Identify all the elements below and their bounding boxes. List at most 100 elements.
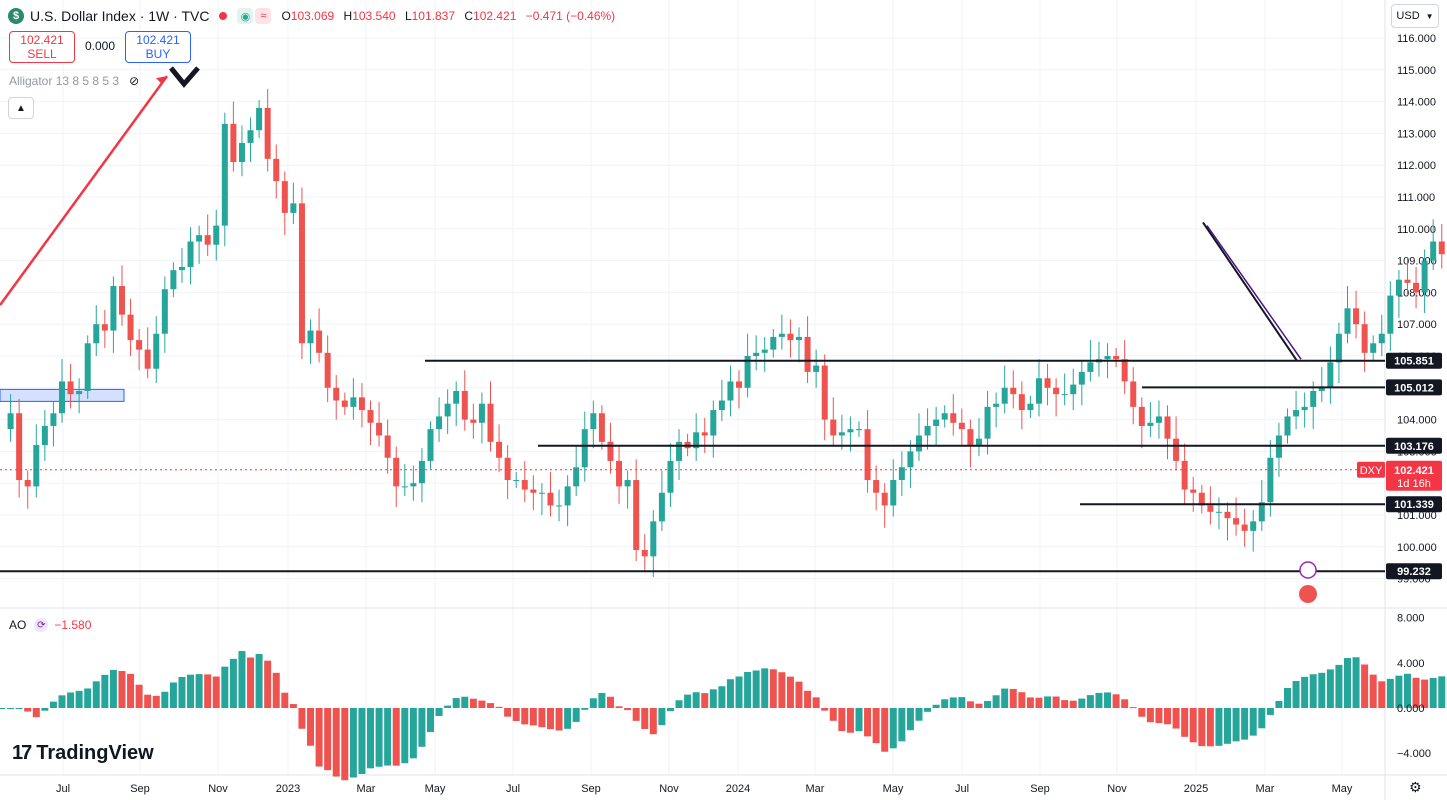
candle [444,389,451,434]
ao-bar [735,676,743,708]
candle-body [436,416,443,430]
buy-button[interactable]: 102.421 BUY [125,31,191,63]
ao-legend[interactable]: AO ⟳ −1.580 [9,618,91,632]
candle-body [616,460,623,487]
candle-body [1147,422,1154,426]
candle [598,405,605,450]
candle [907,440,914,488]
candle-body [418,460,425,484]
ao-bar [135,684,143,708]
trade-panel: 102.421 SELL 0.000 102.421 BUY [9,31,191,63]
candle-body [993,403,1000,407]
ao-bar [1001,688,1009,708]
ao-bar [1172,708,1180,729]
candle-body [153,333,160,369]
ao-bar [709,689,717,708]
symbol-title[interactable]: U.S. Dollar Index · 1W · TVC [30,8,210,24]
ao-bar [109,669,117,708]
candle-body [427,429,434,461]
candle-body [144,349,151,369]
ao-bar [649,708,657,735]
candle-body [1181,460,1188,490]
candle-body [1061,394,1068,396]
ao-bar [701,693,709,708]
candle-body [770,336,777,350]
candle [1404,259,1411,294]
candle [41,410,48,461]
ao-bar [1412,677,1420,708]
price-tick-label: 101.000 [1397,510,1437,522]
candle [1198,484,1205,514]
spread-value: 0.000 [84,39,116,53]
candle [161,276,168,353]
candle [1413,266,1420,309]
candle-body [821,365,828,420]
candle-body [718,400,725,411]
candle [1387,281,1394,352]
candle [418,448,425,503]
sell-button[interactable]: 102.421 SELL [9,31,75,63]
candle-body [1018,394,1025,411]
candle [950,394,957,436]
candle-body [410,483,417,487]
ao-bar [1429,677,1437,708]
ao-bar [315,708,323,767]
wave-icon[interactable]: ≈ [255,8,272,24]
candle-body [1335,333,1342,363]
time-tick-label: Sep [581,783,601,795]
eye-off-icon[interactable]: ⊘ [129,74,140,88]
candle-body [341,400,348,407]
ao-bar [829,708,837,721]
ao-bar [1258,708,1266,729]
candle [1070,368,1077,411]
candle-body [796,336,803,341]
ao-bar [187,674,195,708]
ao-bar [1292,681,1300,708]
eye-fill-icon[interactable]: ◉ [237,8,254,24]
candle [238,125,245,177]
candle [538,483,545,515]
ao-bar [1026,697,1034,708]
candle [796,327,803,363]
candle-body [1113,356,1120,360]
candle-body [813,365,820,372]
refresh-icon[interactable]: ⟳ [34,618,49,632]
candle [307,319,314,364]
ao-bar [521,708,529,725]
ao-tick-label: 8.000 [1397,613,1425,625]
candle [316,308,323,363]
candle [496,424,503,473]
candle-body [358,397,365,411]
tradingview-logo[interactable]: 17 TradingView [12,742,154,764]
currency-select[interactable]: USD ▼ [1391,4,1439,28]
ao-bar [838,708,846,732]
candle-body [1241,524,1248,531]
ao-bar [221,666,229,708]
time-tick-label: Sep [1030,783,1050,795]
gear-icon[interactable]: ⚙ [1409,779,1422,795]
candle-body [1104,356,1111,360]
candle [127,298,134,356]
alligator-legend[interactable]: Alligator 13 8 5 8 5 3 ⊘ [9,74,140,88]
candle-body [1301,406,1308,411]
ao-bar [666,708,674,712]
level-label-bg [1386,563,1442,580]
candle-body [256,107,263,131]
ao-bar [778,672,786,708]
ao-bar [1206,708,1214,747]
ao-bar [1112,694,1120,708]
candle [915,413,922,461]
collapse-legend-button[interactable]: ▲ [8,97,34,119]
candle-body [924,425,931,436]
candle-body [530,489,537,493]
ao-tick-label: 0.000 [1397,703,1425,715]
candle [178,247,185,283]
ao-bar [804,690,812,708]
candle-body [564,486,571,506]
candle [1207,486,1214,525]
candle-body [461,390,468,420]
level-label-bg [1386,496,1442,513]
ao-bar [1361,664,1369,708]
candle-body [50,413,57,426]
